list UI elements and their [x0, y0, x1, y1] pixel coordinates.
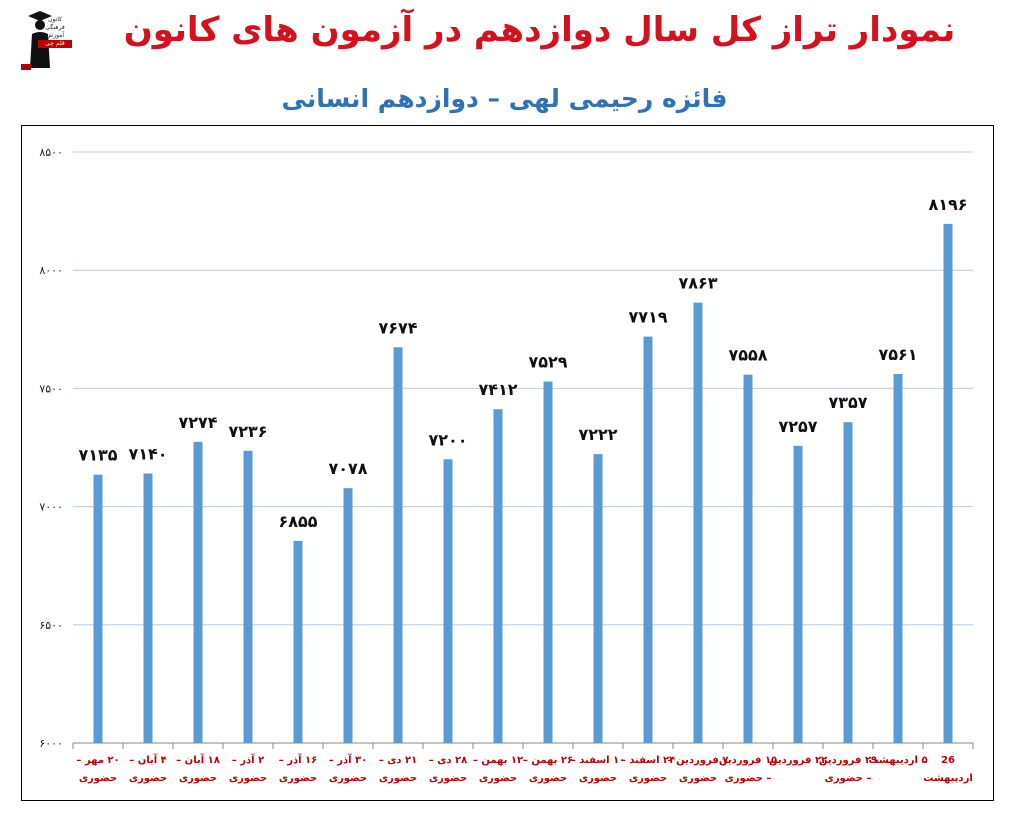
y-tick-label: ۸۰۰۰ [39, 264, 63, 277]
y-tick-label: ۶۵۰۰ [39, 619, 63, 632]
data-label: ۷۳۵۷ [828, 393, 867, 412]
x-tick-label: ۲۹ فروردین [819, 755, 877, 766]
x-tick-label: ۱۶ آذر – [279, 753, 318, 766]
x-tick-label: – حضوری [825, 773, 872, 784]
x-tick-label: اردیبهشت [923, 773, 973, 784]
x-tick-label: – حضوری [725, 773, 772, 784]
x-tick-label: حضوری [429, 773, 467, 784]
bar [893, 373, 903, 743]
data-label: ۷۸۶۳ [678, 274, 717, 293]
logo-text-line: فرهنگی [45, 24, 65, 31]
x-tick-label: حضوری [679, 773, 717, 784]
plot-frame [21, 125, 994, 801]
chart-subtitle: فائزه رحیمی لهی – دوازدهم انسانی [281, 84, 728, 113]
bar [143, 473, 153, 743]
x-tick-label: ۳۰ آذر – [329, 753, 368, 766]
x-tick-label: حضوری [179, 773, 217, 784]
data-label: ۷۲۲۲ [578, 425, 617, 444]
x-tick-label: ۱۵ فروردین [719, 755, 777, 766]
logo-text-line: کانون [48, 16, 62, 23]
logo: کانون فرهنگی آموزش قلم چی [18, 8, 72, 72]
chart-title: نمودار تراز کل سال دوازدهم در آزمون های … [123, 10, 956, 50]
x-tick-label: حضوری [529, 773, 567, 784]
data-label: ۷۲۷۴ [178, 413, 217, 432]
bar [793, 445, 803, 743]
data-label: ۷۲۳۶ [228, 422, 267, 441]
x-tick-label: ۲۲ فروردین [769, 755, 827, 766]
bar [843, 422, 853, 743]
x-tick-label: ۱۲ بهمن – [473, 755, 523, 766]
data-label: ۶۸۵۵ [278, 512, 317, 531]
bar [243, 450, 253, 743]
x-tick-label: ۲ آذر – [232, 753, 264, 766]
y-tick-label: ۸۵۰۰ [39, 146, 63, 159]
bar [693, 302, 703, 743]
x-tick-label: حضوری [279, 773, 317, 784]
bar [193, 441, 203, 743]
logo-text-line: قلم چی [38, 40, 72, 48]
data-label: ۷۱۴۰ [128, 445, 167, 464]
y-tick-label: ۶۰۰۰ [39, 737, 63, 750]
x-tick-label: ۱۰ اسفند – [571, 755, 626, 766]
x-tick-label: ۵ اردیبهشت [868, 755, 927, 766]
bar [493, 409, 503, 743]
x-tick-label: 26 [941, 755, 955, 766]
y-tick-label: ۷۰۰۰ [39, 501, 63, 514]
x-tick-label: ۲۶ بهمن – [523, 755, 573, 766]
bar [443, 459, 453, 743]
bar [943, 223, 953, 743]
bar [593, 454, 603, 743]
data-label: ۷۲۰۰ [428, 430, 467, 449]
bar [643, 336, 653, 743]
x-tick-label: ۲۴ اسفند – [621, 755, 676, 766]
x-tick-label: ۲۸ دی – [429, 755, 467, 766]
x-tick-label: حضوری [129, 773, 167, 784]
data-label: ۷۵۵۸ [728, 346, 767, 365]
data-label: ۷۲۵۷ [778, 417, 817, 436]
bar [393, 347, 403, 743]
x-tick-label: حضوری [379, 773, 417, 784]
x-tick-label: ۲۱ دی – [379, 755, 417, 766]
data-label: ۷۵۲۹ [528, 353, 567, 372]
x-tick-label: حضوری [329, 773, 367, 784]
x-tick-label: حضوری [479, 773, 517, 784]
data-label: ۸۱۹۶ [928, 195, 967, 214]
data-label: ۷۵۶۱ [878, 345, 917, 364]
logo-text-line: آموزش [45, 32, 65, 39]
y-tick-label: ۷۵۰۰ [39, 382, 63, 395]
bar [743, 374, 753, 743]
x-tick-label: حضوری [79, 773, 117, 784]
data-label: ۷۱۳۵ [78, 446, 117, 465]
data-label: ۷۶۷۴ [378, 318, 417, 337]
x-tick-label: حضوری [629, 773, 667, 784]
x-tick-label: ۲۰ مهر – [76, 755, 119, 766]
data-label: ۷۷۱۹ [628, 308, 667, 327]
bar [293, 540, 303, 743]
bar [543, 381, 553, 743]
bar [93, 474, 103, 743]
data-label: ۷۴۱۲ [478, 380, 517, 399]
data-label: ۷۰۷۸ [328, 459, 367, 478]
x-tick-label: حضوری [229, 773, 267, 784]
x-tick-label: حضوری [579, 773, 617, 784]
x-tick-label: ۴ آبان – [129, 753, 167, 766]
x-tick-label: ۷ فروردین – [668, 755, 729, 766]
bar [343, 488, 353, 743]
x-tick-label: ۱۸ آبان – [176, 753, 220, 766]
